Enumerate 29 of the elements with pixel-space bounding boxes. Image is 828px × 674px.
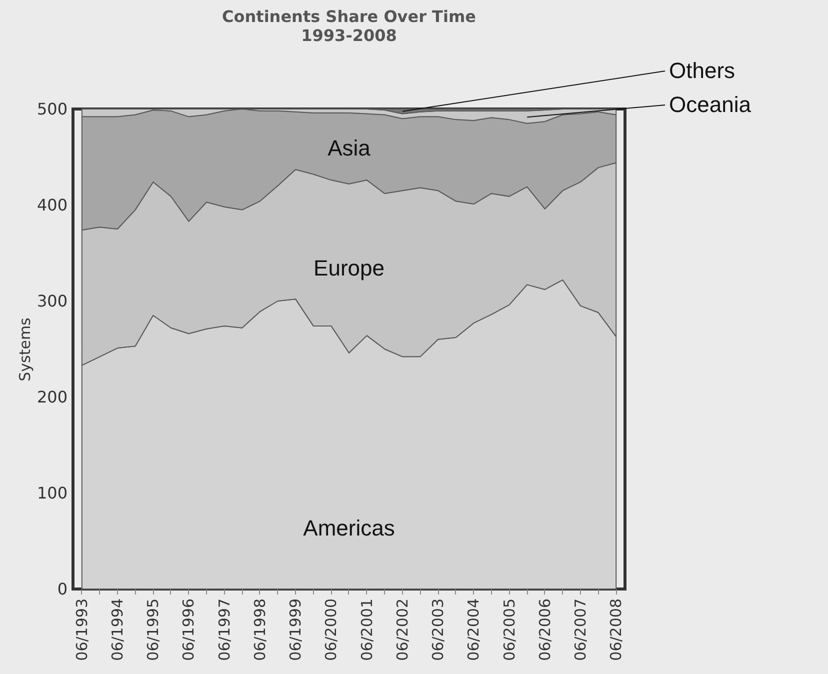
series-label: Europe (314, 255, 384, 280)
x-tick-label: 06/1997 (215, 598, 234, 661)
x-tick-label: 06/1996 (180, 598, 198, 661)
x-tick-label: 06/2000 (322, 598, 340, 661)
x-tick-label: 06/2001 (358, 598, 376, 661)
x-tick-label: 06/2002 (393, 598, 412, 661)
x-tick-label: 06/1995 (144, 598, 162, 661)
y-tick-label: 500 (36, 100, 68, 118)
x-tick-label: 06/2004 (464, 598, 483, 661)
y-axis-title: Systems (16, 317, 34, 382)
x-tick-label: 06/2006 (536, 598, 554, 661)
x-tick-label: 06/1994 (108, 598, 127, 661)
y-tick-label: 300 (36, 292, 68, 310)
x-tick-label: 06/2007 (571, 598, 590, 661)
chart-title: Continents Share Over Time (222, 7, 476, 26)
series-label: Asia (328, 135, 372, 160)
chart-subtitle: 1993-2008 (301, 26, 397, 45)
text: Others (669, 58, 736, 83)
y-tick-label: 200 (36, 388, 68, 406)
x-tick-label: 06/2005 (500, 598, 518, 661)
x-tick-label: 06/1993 (72, 598, 91, 661)
x-tick-label: 06/1999 (286, 598, 305, 661)
x-tick-label: 06/2008 (607, 598, 626, 661)
y-tick-label: 100 (36, 484, 68, 502)
y-tick-label: 0 (57, 580, 68, 598)
x-tick-label: 06/1998 (250, 598, 269, 661)
x-tick-label: 06/2003 (429, 598, 448, 661)
text: Oceania (669, 92, 752, 117)
y-tick-label: 400 (36, 196, 68, 214)
